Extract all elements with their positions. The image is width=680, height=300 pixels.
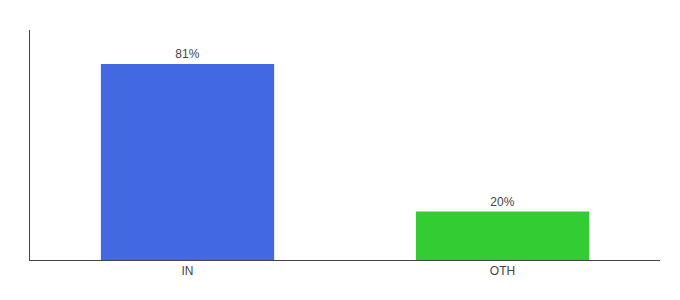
svg-text:IN: IN xyxy=(182,264,194,278)
svg-text:81%: 81% xyxy=(175,47,199,61)
svg-text:20%: 20% xyxy=(490,195,514,209)
svg-text:OTH: OTH xyxy=(490,264,515,278)
